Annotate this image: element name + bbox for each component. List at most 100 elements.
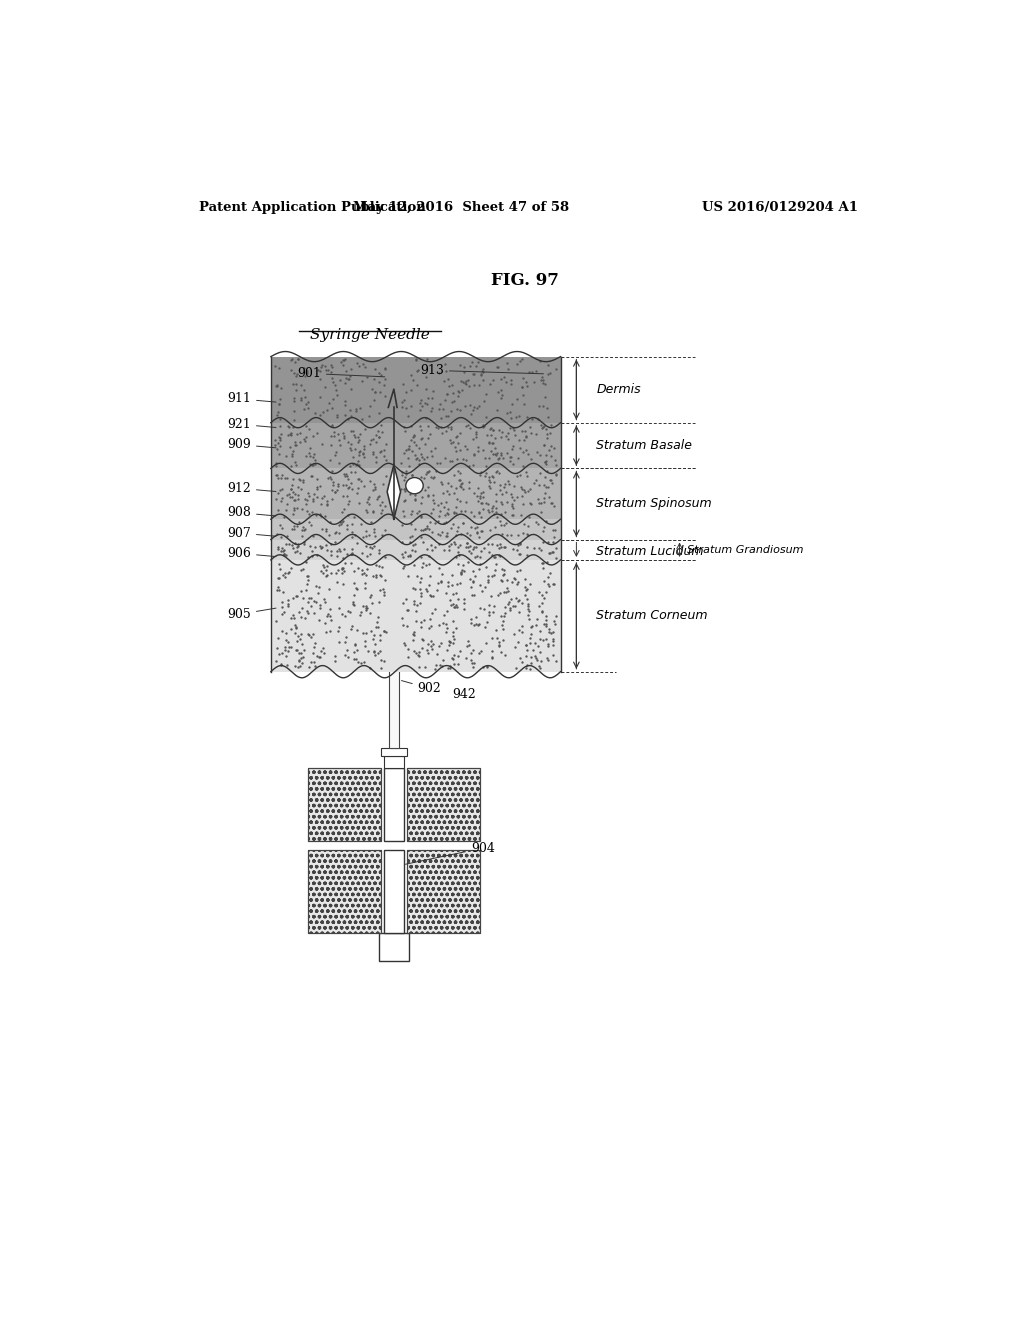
Text: Stratum Basale: Stratum Basale — [596, 440, 692, 451]
Point — [474, 492, 490, 513]
Point — [426, 512, 442, 533]
Point — [297, 519, 313, 540]
Point — [547, 520, 563, 541]
Point — [371, 372, 387, 393]
Point — [362, 544, 379, 565]
Point — [483, 533, 500, 554]
Point — [299, 500, 315, 521]
Point — [522, 573, 539, 594]
Point — [444, 432, 461, 453]
Point — [317, 355, 334, 376]
Point — [517, 440, 534, 461]
Point — [318, 606, 335, 627]
Point — [404, 465, 421, 486]
Text: Patent Application Publication: Patent Application Publication — [200, 201, 426, 214]
Point — [435, 612, 452, 634]
Point — [337, 395, 353, 416]
Point — [537, 387, 553, 408]
Point — [429, 579, 445, 601]
Point — [301, 503, 317, 524]
Point — [478, 656, 495, 677]
Point — [539, 648, 555, 669]
Point — [312, 537, 329, 558]
Point — [345, 421, 361, 442]
Point — [477, 466, 494, 487]
Point — [318, 494, 335, 515]
Point — [420, 634, 436, 655]
Point — [406, 630, 422, 651]
Point — [283, 557, 299, 578]
Point — [470, 614, 486, 635]
Point — [397, 589, 414, 610]
Point — [503, 483, 519, 504]
Point — [368, 432, 384, 453]
Point — [509, 352, 525, 374]
Point — [290, 477, 306, 498]
Point — [366, 502, 382, 523]
Point — [412, 416, 428, 437]
Point — [456, 512, 472, 533]
Point — [314, 638, 331, 659]
Point — [496, 564, 512, 585]
Point — [435, 483, 452, 504]
Point — [496, 606, 512, 627]
Point — [325, 475, 341, 496]
Point — [411, 454, 427, 475]
Point — [538, 450, 554, 471]
Point — [424, 388, 440, 409]
Point — [354, 527, 371, 548]
Point — [452, 475, 468, 496]
Point — [539, 397, 555, 418]
Point — [290, 348, 306, 370]
Point — [327, 651, 343, 672]
Point — [328, 521, 344, 543]
Point — [406, 432, 422, 453]
Point — [450, 397, 466, 418]
Point — [294, 634, 310, 655]
Point — [406, 577, 422, 598]
Point — [285, 444, 301, 465]
Point — [494, 384, 510, 405]
Point — [452, 463, 468, 484]
Point — [365, 378, 381, 399]
Point — [290, 484, 306, 506]
Point — [445, 653, 462, 675]
Point — [286, 498, 302, 519]
Point — [303, 540, 319, 561]
Point — [285, 474, 301, 495]
Point — [371, 487, 387, 508]
Point — [291, 511, 307, 532]
Point — [283, 359, 299, 380]
Point — [365, 537, 381, 558]
Point — [506, 420, 522, 441]
Point — [297, 607, 313, 628]
Point — [406, 593, 422, 614]
Point — [450, 385, 466, 407]
Point — [486, 516, 503, 537]
Point — [442, 400, 459, 421]
Point — [340, 504, 356, 525]
Point — [462, 536, 478, 557]
Point — [296, 533, 312, 554]
Point — [514, 376, 530, 397]
Point — [528, 470, 545, 491]
Point — [548, 651, 564, 672]
Point — [464, 352, 480, 374]
Point — [481, 605, 498, 626]
Point — [295, 645, 311, 667]
Bar — [270, 540, 560, 560]
Point — [449, 496, 465, 517]
Point — [420, 462, 436, 483]
Point — [273, 591, 290, 612]
Point — [462, 569, 478, 590]
Point — [445, 513, 462, 535]
Point — [278, 446, 294, 467]
Point — [459, 521, 475, 543]
Point — [374, 499, 390, 520]
Point — [282, 487, 298, 508]
Point — [360, 525, 377, 546]
Point — [506, 475, 522, 496]
Point — [276, 636, 293, 657]
Point — [300, 591, 316, 612]
Point — [462, 395, 478, 416]
